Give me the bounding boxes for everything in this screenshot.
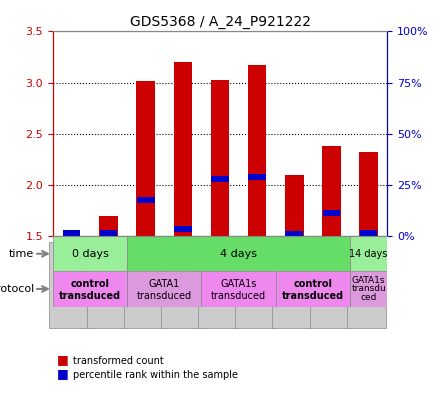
Text: transduced: transduced <box>282 291 344 301</box>
Bar <box>87 242 125 328</box>
Bar <box>127 271 202 307</box>
Text: 4 days: 4 days <box>220 249 257 259</box>
Text: ced: ced <box>360 293 377 302</box>
Text: ■: ■ <box>57 354 69 367</box>
Bar <box>248 65 267 236</box>
Text: transduced: transduced <box>211 291 266 301</box>
Bar <box>310 242 348 328</box>
Bar <box>136 81 155 236</box>
Text: ■: ■ <box>57 367 69 380</box>
Bar <box>173 62 192 236</box>
Bar <box>248 174 266 180</box>
Text: GATA1s: GATA1s <box>352 275 385 285</box>
Bar <box>286 231 303 237</box>
Bar <box>161 242 200 328</box>
Title: GDS5368 / A_24_P921222: GDS5368 / A_24_P921222 <box>129 15 311 29</box>
Bar <box>53 236 127 271</box>
Text: percentile rank within the sample: percentile rank within the sample <box>73 370 238 380</box>
Bar <box>272 242 311 328</box>
Bar <box>211 79 229 236</box>
Text: transduced: transduced <box>59 291 121 301</box>
Bar <box>322 146 341 236</box>
Bar <box>174 226 192 232</box>
Text: GATA1s: GATA1s <box>220 279 257 289</box>
Bar <box>350 236 387 271</box>
Bar <box>360 230 378 236</box>
Bar <box>347 242 385 328</box>
Bar <box>124 242 163 328</box>
Bar <box>276 271 350 307</box>
Bar <box>53 271 127 307</box>
Bar <box>350 271 387 307</box>
Bar <box>359 152 378 236</box>
Text: transduced: transduced <box>137 291 192 301</box>
Text: GATA1: GATA1 <box>149 279 180 289</box>
Bar <box>62 230 80 236</box>
Text: control: control <box>293 279 332 289</box>
Bar <box>137 197 154 204</box>
Bar <box>99 216 118 236</box>
Text: 14 days: 14 days <box>349 249 388 259</box>
Bar <box>100 230 117 236</box>
Text: control: control <box>70 279 110 289</box>
Bar <box>202 271 276 307</box>
Bar <box>323 209 340 216</box>
Text: protocol: protocol <box>0 284 34 294</box>
Bar <box>235 242 274 328</box>
Text: transformed count: transformed count <box>73 356 163 366</box>
Bar <box>285 175 304 236</box>
Text: time: time <box>9 249 34 259</box>
Bar <box>211 176 229 182</box>
Bar <box>198 242 237 328</box>
Text: 0 days: 0 days <box>72 249 108 259</box>
Text: transdu: transdu <box>351 285 386 294</box>
Bar <box>49 242 88 328</box>
Bar <box>127 236 350 271</box>
